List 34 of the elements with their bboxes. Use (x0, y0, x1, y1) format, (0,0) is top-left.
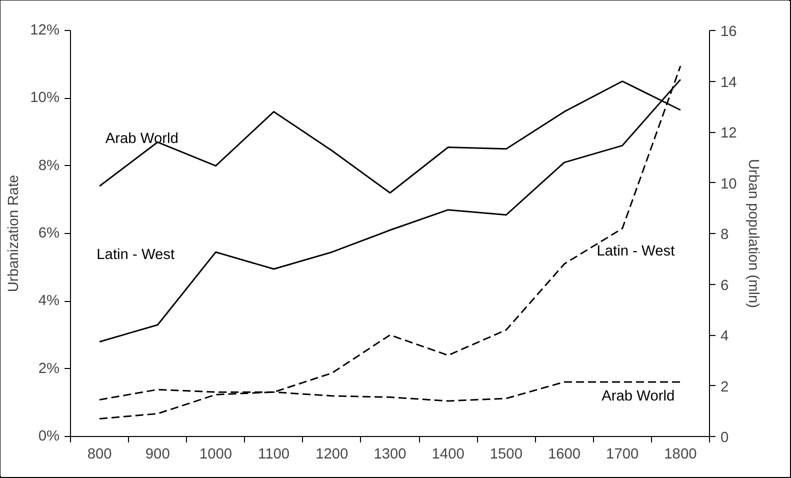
x-tick-label: 900 (145, 446, 170, 462)
y-tick-label: 4% (38, 293, 60, 310)
x-tick-label: 1200 (316, 446, 348, 462)
x-tick-label: 1600 (548, 446, 581, 462)
y-tick-label: 2% (38, 360, 60, 377)
x-tick-label: 1700 (606, 446, 639, 462)
y-tick-label: 0% (38, 428, 60, 444)
series-label: Latin - West (96, 247, 175, 264)
y2-tick-label: 12 (720, 126, 737, 142)
series-label: Arab World (602, 388, 675, 404)
y2-tick-label: 6 (720, 278, 729, 294)
y2-tick-label: 14 (720, 74, 737, 91)
series-label: Arab World (105, 131, 178, 148)
y-tick-label: 12% (30, 22, 60, 38)
x-tick-label: 1500 (490, 446, 522, 462)
line-series (98, 65, 682, 420)
series-label: Latin - West (596, 244, 675, 260)
y-tick-label: 8% (38, 158, 60, 174)
y-axis-title: Urbanization Rate (6, 174, 22, 292)
y-tick-label: 6% (38, 226, 60, 242)
y2-tick-label: 8 (720, 227, 729, 243)
y2-tick-label: 4 (720, 328, 729, 344)
x-tick-label: 1100 (258, 446, 290, 462)
x-tick-label: 1300 (374, 446, 406, 462)
x-tick-label: 800 (87, 446, 112, 462)
x-tick-label: 1000 (199, 446, 232, 462)
y-tick-label: 10% (30, 90, 60, 106)
y2-tick-label: 10 (720, 176, 737, 192)
y2-tick-label: 2 (720, 379, 729, 396)
x-tick-label: 1400 (432, 446, 464, 462)
x-tick-label: 1800 (664, 446, 697, 462)
y2-tick-label: 16 (720, 24, 737, 40)
y2-axis-title: Urban population (mln) (744, 158, 761, 308)
y2-tick-label: 0 (720, 430, 729, 446)
